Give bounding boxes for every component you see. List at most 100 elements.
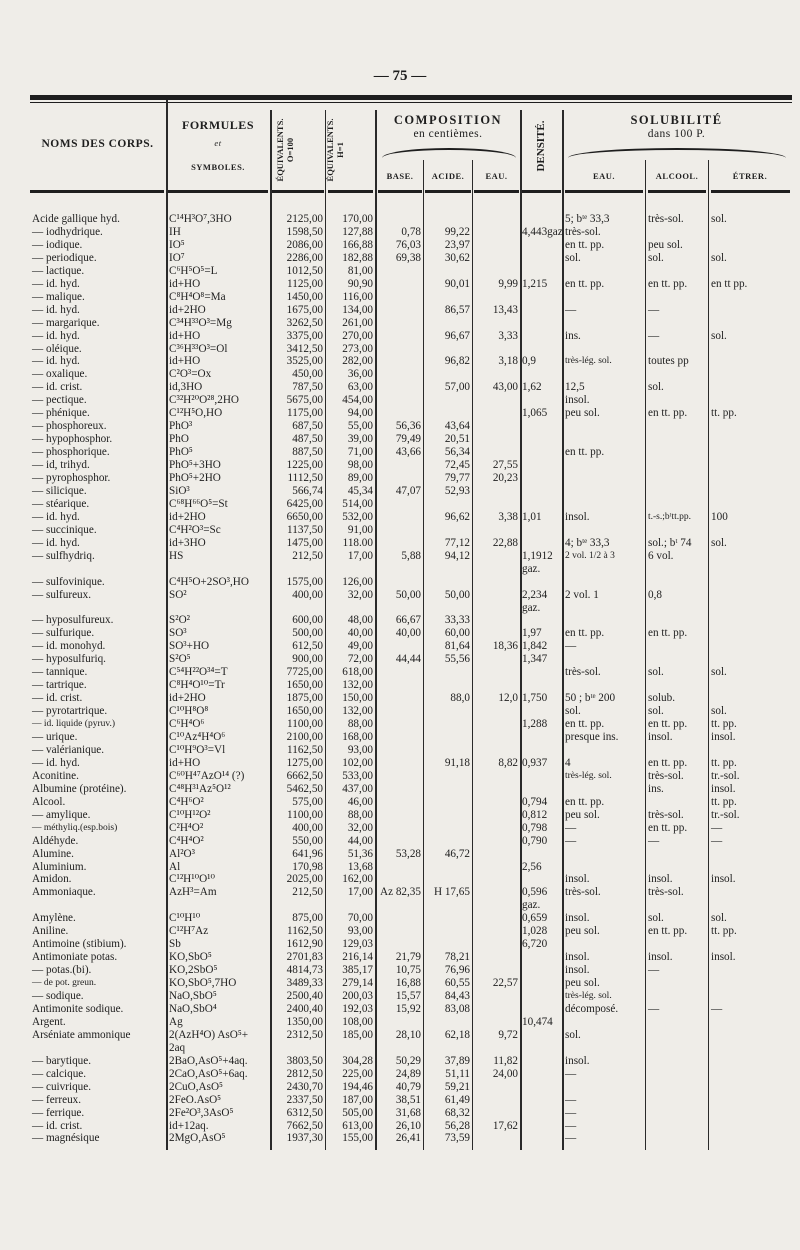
cell-name: — calcique. bbox=[32, 1067, 87, 1080]
cell-eq-o: 4814,73 bbox=[286, 964, 323, 977]
cell-eq-h: 46,00 bbox=[347, 795, 373, 808]
cell-base: 44,44 bbox=[395, 653, 421, 666]
cell-sol-alcool: en tt. pp. bbox=[648, 821, 688, 834]
cell-name: — pyrophosphor. bbox=[32, 472, 111, 484]
cell-acide: 55,56 bbox=[444, 653, 470, 666]
cell-sol-alcool: — bbox=[648, 1002, 660, 1015]
header-rule bbox=[425, 190, 471, 193]
cell-eq-o: 1650,00 bbox=[286, 705, 323, 718]
cell-densite: 4,443gaz bbox=[522, 225, 563, 238]
cell-base: 47,07 bbox=[395, 484, 421, 497]
cell-formula: SO³ bbox=[169, 627, 187, 640]
table-row: — cuivrique. 2CuO,AsO⁵ 2430,70 194,46 40,79 5… bbox=[0, 1081, 800, 1094]
cell-sol-eau: décomposé. bbox=[565, 1002, 619, 1015]
cell-sol-eau: insol. bbox=[565, 1054, 590, 1067]
cell-sol-eau: en tt. pp. bbox=[565, 238, 605, 251]
cell-sol-ether: sol. bbox=[711, 912, 727, 925]
cell-sol-ether: sol. bbox=[711, 213, 727, 225]
cell-densite: 1,028 bbox=[522, 925, 548, 938]
cell-eq-o: 1100,00 bbox=[287, 808, 323, 821]
cell-base: 79,49 bbox=[395, 433, 421, 446]
cell-sol-ether: insol. bbox=[711, 873, 736, 886]
cell-sol-alcool: très-sol. bbox=[648, 886, 684, 899]
cell-formula: S²O² bbox=[169, 614, 191, 627]
table-row: — tannique. C⁵⁴H²²O³⁴=T 7725,00 618,00 très-… bbox=[0, 666, 800, 679]
header-eau: EAU. bbox=[485, 171, 508, 181]
cell-eq-o: 6312,50 bbox=[286, 1106, 323, 1119]
table-row: — id, trihyd. PhO⁵+3HO 1225,00 98,00 72,45 27… bbox=[0, 459, 800, 472]
cell-eq-h: 385,17 bbox=[342, 964, 373, 977]
cell-eq-o: 875,00 bbox=[292, 912, 323, 925]
header-formulas: FORMULES bbox=[181, 118, 254, 132]
header-acide: ACIDE. bbox=[431, 171, 465, 181]
cell-formula: Al²O³ bbox=[169, 847, 195, 860]
cell-eq-o: 2500,40 bbox=[286, 990, 323, 1002]
cell-name: — lactique. bbox=[32, 264, 85, 277]
cell-eq-o: 400,00 bbox=[292, 821, 323, 834]
cell-eq-o: 212,50 bbox=[292, 886, 323, 899]
cell-eq-o: 2286,00 bbox=[286, 251, 323, 264]
cell-eq-h: 134,00 bbox=[342, 303, 373, 316]
cell-eq-o: 3375,00 bbox=[286, 329, 323, 342]
cell-acide: 79,77 bbox=[444, 472, 470, 484]
cell-base: 40,79 bbox=[395, 1080, 421, 1093]
cell-sol-alcool: très-sol. bbox=[648, 769, 684, 782]
cell-name: — sodique. bbox=[32, 990, 84, 1002]
cell-eq-o: 887,50 bbox=[292, 446, 323, 459]
cell-sol-alcool: t.-s.;bᵗtt.pp. bbox=[648, 511, 691, 522]
cell-eau: 3,38 bbox=[498, 510, 518, 523]
cell-eq-h: 129,03 bbox=[342, 938, 373, 951]
cell-eau: 3,33 bbox=[498, 329, 518, 342]
cell-base: 21,79 bbox=[395, 951, 421, 964]
cell-eq-h: 49,00 bbox=[347, 640, 373, 653]
cell-eq-o: 2701,83 bbox=[286, 951, 323, 964]
cell-formula: id+2HO bbox=[169, 510, 206, 523]
cell-formula: C³⁶H³³O³=Ol bbox=[169, 342, 228, 355]
header-equiv-o-unit: O=100 bbox=[285, 137, 295, 163]
cell-sol-eau: sol. bbox=[565, 705, 581, 718]
cell-acide: 96,82 bbox=[444, 355, 470, 368]
cell-eq-o: 3489,33 bbox=[286, 977, 323, 990]
cell-sol-eau: très-lég. sol. bbox=[565, 356, 612, 367]
header-equiv-h-unit: H=1 bbox=[335, 142, 345, 158]
cell-sol-ether: en tt pp. bbox=[711, 277, 748, 290]
cell-acide: 91,18 bbox=[444, 756, 470, 769]
cell-name: — id. hyd. bbox=[32, 756, 80, 769]
cell-base: 26,41 bbox=[395, 1132, 421, 1145]
cell-eq-h: 273,00 bbox=[342, 342, 373, 355]
cell-formula: C¹⁰H⁸O⁸ bbox=[169, 705, 209, 718]
cell-eq-h: 185,00 bbox=[342, 1028, 373, 1041]
cell-base: 24,89 bbox=[395, 1067, 421, 1080]
cell-eq-h: 437,00 bbox=[342, 782, 373, 795]
cell-eq-o: 787,50 bbox=[292, 381, 323, 394]
cell-formula: KO,SbO⁵,7HO bbox=[169, 977, 237, 990]
cell-densite: 0,790 bbox=[522, 834, 548, 847]
cell-eq-h: 32,00 bbox=[347, 821, 373, 834]
cell-eq-h: 91,00 bbox=[347, 523, 373, 536]
cell-eq-h: 17,00 bbox=[347, 549, 373, 562]
cell-formula: Sb bbox=[169, 938, 181, 951]
cell-sol-eau: — bbox=[565, 1132, 577, 1145]
cell-sol-alcool: sol. bbox=[648, 705, 664, 718]
table-row: 2aq bbox=[0, 1042, 800, 1055]
cell-sol-eau: peu sol. bbox=[565, 808, 600, 821]
cell-name: — sulfurique. bbox=[32, 627, 95, 640]
cell-formula: Ag bbox=[169, 1015, 183, 1028]
cell-name: — id. hyd. bbox=[32, 277, 80, 290]
cell-eq-h: 94,00 bbox=[347, 407, 373, 420]
cell-eq-o: 566,74 bbox=[292, 484, 323, 497]
header-composition-sub: en centièmes. bbox=[413, 128, 483, 140]
cell-eq-o: 2086,00 bbox=[286, 238, 323, 251]
cell-name: — hyposulfureux. bbox=[32, 614, 114, 627]
cell-eq-o: 1875,00 bbox=[286, 692, 323, 705]
cell-sol-alcool: très-sol. bbox=[648, 808, 684, 821]
cell-acide: 59,21 bbox=[444, 1080, 470, 1093]
cell-eq-o: 5675,00 bbox=[286, 394, 323, 407]
column-divider bbox=[708, 160, 709, 1150]
table-row: — margarique. C³⁴H³³O³=Mg 3262,50 261,00 bbox=[0, 317, 800, 330]
cell-sol-alcool: sol. bbox=[648, 912, 664, 925]
cell-eq-h: 44,00 bbox=[347, 834, 373, 847]
cell-sol-ether: sol. bbox=[711, 329, 727, 342]
cell-eq-o: 2812,50 bbox=[286, 1067, 323, 1080]
cell-densite: 1,288 bbox=[522, 718, 548, 731]
